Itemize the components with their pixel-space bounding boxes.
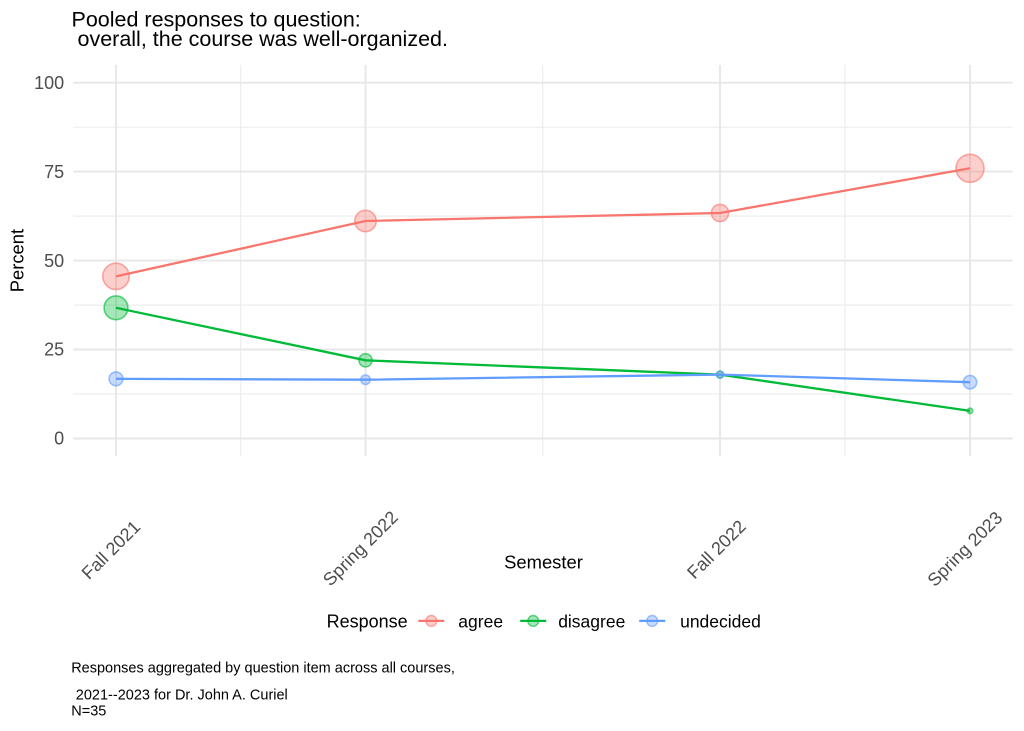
svg-text:overall, the course was well-o: overall, the course was well-organized. bbox=[78, 27, 448, 51]
svg-text:25: 25 bbox=[44, 340, 64, 360]
svg-text:75: 75 bbox=[44, 162, 64, 182]
svg-text:Percent: Percent bbox=[7, 229, 28, 292]
svg-text:disagree: disagree bbox=[558, 612, 625, 632]
svg-text:Responses aggregated by questi: Responses aggregated by question item ac… bbox=[71, 661, 455, 677]
svg-text:0: 0 bbox=[54, 429, 64, 449]
svg-text:undecided: undecided bbox=[680, 612, 761, 632]
svg-text:N=35: N=35 bbox=[71, 703, 106, 719]
svg-text:50: 50 bbox=[44, 251, 64, 271]
svg-text:agree: agree bbox=[458, 612, 503, 632]
svg-text:Response: Response bbox=[327, 611, 408, 631]
svg-text:Pooled responses to question:: Pooled responses to question: bbox=[72, 8, 361, 32]
svg-text:2021--2023 for Dr. John A. Cur: 2021--2023 for Dr. John A. Curiel bbox=[76, 688, 288, 704]
svg-text:Semester: Semester bbox=[504, 552, 583, 573]
svg-text:100: 100 bbox=[34, 73, 64, 93]
